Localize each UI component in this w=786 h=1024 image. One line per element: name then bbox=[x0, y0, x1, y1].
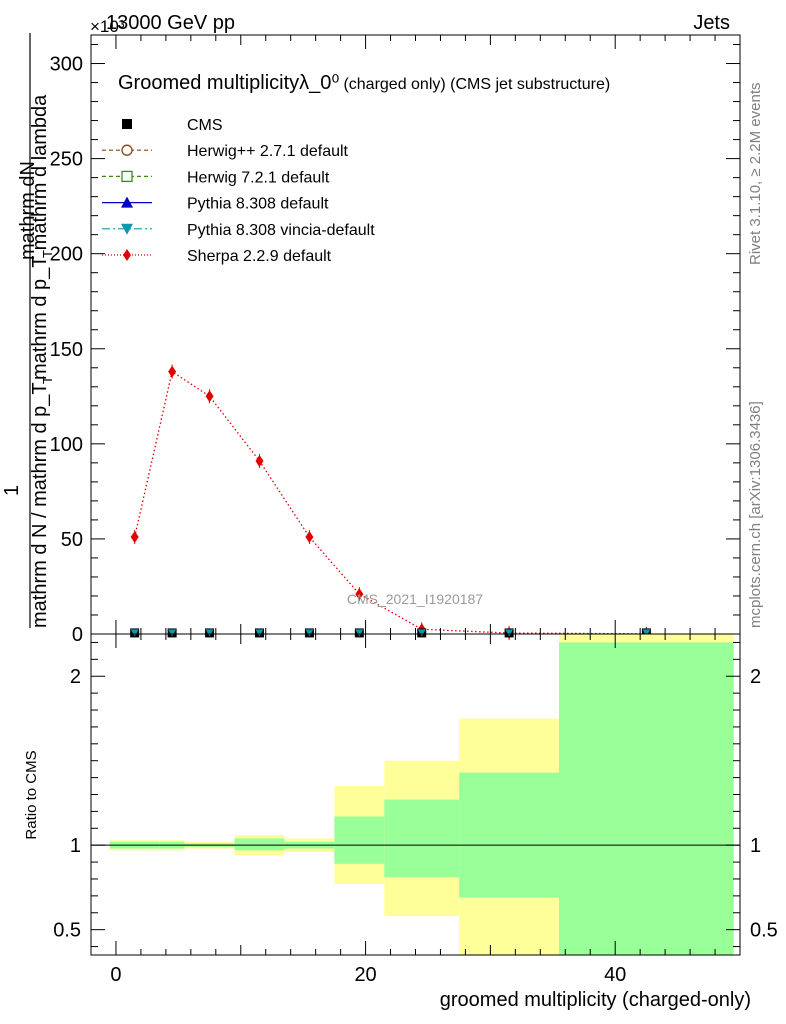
ratio-band-green bbox=[559, 642, 734, 955]
main-ytick-label: 200 bbox=[50, 244, 83, 266]
legend-marker bbox=[121, 170, 133, 183]
ylabel-one: 1 bbox=[1, 485, 23, 496]
vincia-point bbox=[355, 629, 364, 637]
ratio-ytick-label-right: 2 bbox=[750, 666, 761, 688]
vincia-point bbox=[205, 629, 214, 637]
watermark-analysis-id: CMS_2021_I1920187 bbox=[347, 591, 483, 607]
legend-marker bbox=[121, 223, 133, 235]
main-ytick-label: 300 bbox=[50, 54, 83, 76]
legend-marker bbox=[122, 119, 132, 129]
ratio-ytick-label: 2 bbox=[70, 666, 81, 688]
main-ytick-label: 250 bbox=[50, 149, 83, 171]
ylabel-top: mathrm dN bbox=[17, 161, 39, 260]
ratio-ytick-label: 1 bbox=[70, 835, 81, 857]
sherpa-point bbox=[305, 531, 314, 544]
chart-title-main: Groomed multiplicityλ_0⁰ bbox=[118, 72, 339, 94]
vincia-point bbox=[642, 629, 651, 637]
main-axes: 0 50 100 150 200 250 300 bbox=[50, 35, 740, 646]
legend-label: Herwig 7.2.1 default bbox=[187, 169, 330, 186]
sherpa-point bbox=[205, 390, 214, 403]
xtick-label: 40 bbox=[604, 964, 626, 986]
legend-label: Herwig++ 2.7.1 default bbox=[187, 143, 349, 160]
ratio-bands bbox=[91, 634, 740, 955]
legend-label: Pythia 8.308 vincia-default bbox=[187, 222, 375, 239]
ratio-axes: 0 20 40 0.5 0.5 1 1 2 2 bbox=[53, 634, 778, 986]
legend: CMS Herwig++ 2.7.1 default Herwig 7.2.1 de… bbox=[102, 117, 375, 265]
sherpa-point bbox=[255, 454, 264, 467]
sherpa-point bbox=[130, 531, 139, 544]
legend-label: Sherpa 2.2.9 default bbox=[187, 248, 332, 265]
legend-marker bbox=[123, 249, 131, 261]
ratio-ytick-label-right: 1 bbox=[750, 835, 761, 857]
main-ytick-label: 0 bbox=[72, 624, 83, 646]
energy-label: 13000 GeV pp bbox=[106, 12, 235, 34]
xtick-label: 0 bbox=[110, 964, 121, 986]
ylabel-sub2: T bbox=[40, 376, 55, 384]
vincia-point bbox=[168, 629, 177, 637]
ratio-ylabel: Ratio to CMS bbox=[23, 750, 40, 839]
xlabel: groomed multiplicity (charged-only) bbox=[440, 989, 751, 1011]
ratio-band-green bbox=[459, 772, 560, 898]
side-text-rivet: Rivet 3.1.10, ≥ 2.2M events bbox=[747, 83, 764, 266]
vincia-point bbox=[130, 629, 139, 637]
sherpa-line bbox=[134, 370, 647, 635]
chart-subtitle: (charged only) (CMS jet substructure) bbox=[343, 76, 610, 93]
group-label: Jets bbox=[693, 12, 730, 34]
main-ylabel: mathrm dN mathrm d p_T mathrm d lambda T… bbox=[1, 33, 55, 628]
ylabel-sub: T bbox=[40, 250, 55, 258]
legend-label: Pythia 8.308 default bbox=[187, 196, 329, 213]
legend-marker bbox=[121, 144, 133, 156]
ratio-band-green bbox=[384, 799, 460, 878]
ylabel-bottom: mathrm d N / mathrm d p_T bbox=[29, 382, 51, 628]
vincia-point bbox=[305, 629, 314, 637]
vincia-point bbox=[255, 629, 264, 637]
vincia-point bbox=[417, 629, 426, 637]
xtick-label: 20 bbox=[354, 964, 376, 986]
main-ytick-label: 100 bbox=[50, 434, 83, 456]
main-panel: 0 50 100 150 200 250 300 CMS_2021_I1920187 Gro… bbox=[50, 34, 741, 646]
chart-title: Groomed multiplicityλ_0⁰ (charged only) (… bbox=[118, 72, 610, 94]
ylabel-mid: mathrm d p_T mathrm d lambda bbox=[29, 94, 51, 380]
main-ytick-label: 150 bbox=[50, 339, 83, 361]
ratio-ytick-label-right: 0.5 bbox=[750, 920, 778, 942]
side-text-mcplots: mcplots.cern.ch [arXiv:1306.3436] bbox=[747, 401, 764, 628]
sherpa-point bbox=[168, 365, 177, 378]
ratio-band-green bbox=[334, 816, 385, 864]
sherpa-point bbox=[355, 588, 364, 601]
ratio-panel: 0 20 40 0.5 0.5 1 1 2 2 bbox=[53, 633, 778, 986]
vincia-point bbox=[505, 629, 514, 637]
ratio-ytick-label: 0.5 bbox=[53, 920, 81, 942]
exponent-label: ×10³ bbox=[90, 17, 125, 36]
legend-marker bbox=[121, 196, 133, 208]
ratio-band-green bbox=[234, 838, 285, 851]
main-ytick-label: 50 bbox=[61, 529, 83, 551]
legend-label: CMS bbox=[187, 117, 223, 134]
